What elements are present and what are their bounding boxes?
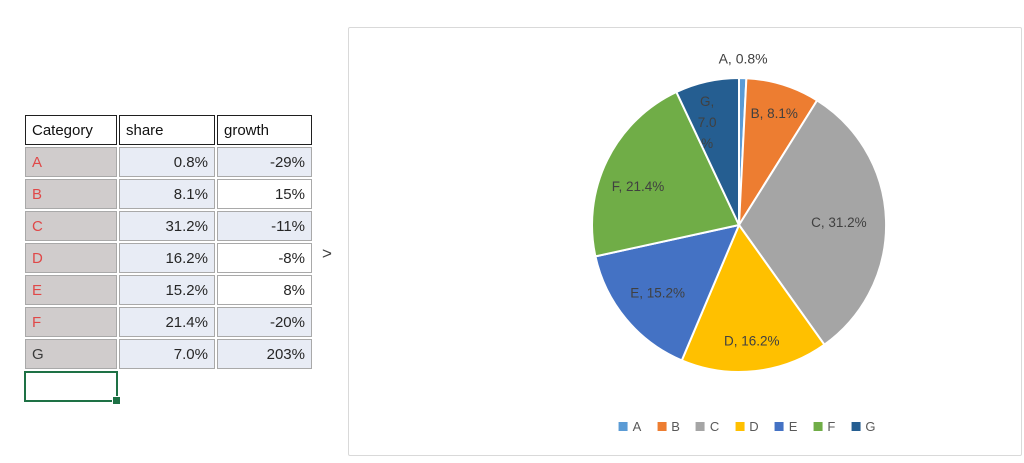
growth-cell[interactable]: -29% [217, 147, 312, 177]
legend-swatch-icon [695, 422, 705, 431]
data-table: Category share growth A 0.8% -29% B 8.1% 15% C… [23, 113, 314, 371]
header-growth[interactable]: growth [217, 115, 312, 145]
pie-slice-E[interactable] [594, 224, 740, 362]
category-cell[interactable]: A [25, 147, 117, 177]
legend-swatch-icon [618, 422, 628, 431]
fill-handle[interactable] [112, 396, 121, 405]
table-row: F 21.4% -20% [25, 307, 312, 337]
share-cell[interactable]: 31.2% [119, 211, 215, 241]
legend-label: E [788, 419, 798, 434]
growth-cell[interactable]: 8% [217, 275, 312, 305]
category-cell[interactable]: F [25, 307, 117, 337]
category-cell[interactable]: D [25, 243, 117, 273]
table-row: A 0.8% -29% [25, 147, 312, 177]
legend-label: F [827, 419, 836, 434]
growth-cell[interactable]: 203% [217, 339, 312, 369]
table-header: Category share growth [25, 115, 312, 145]
growth-cell[interactable]: -11% [217, 211, 312, 241]
legend-item-G[interactable]: G [851, 419, 875, 434]
share-cell[interactable]: 8.1% [119, 179, 215, 209]
legend-item-B[interactable]: B [657, 419, 680, 434]
legend-label: D [749, 419, 759, 434]
legend-swatch-icon [735, 422, 745, 431]
pie-chart: A, 0.8% B, 8.1% C, 31.2% D, 16.2% E, 15.2% F,… [591, 50, 888, 374]
share-cell[interactable]: 16.2% [119, 243, 215, 273]
category-cell[interactable]: G [25, 339, 117, 369]
table-row: B 8.1% 15% [25, 179, 312, 209]
legend-item-C[interactable]: C [695, 419, 720, 434]
table-row: E 15.2% 8% [25, 275, 312, 305]
header-share[interactable]: share [119, 115, 215, 145]
pie-slice-D[interactable] [680, 224, 826, 374]
table-header-row: Category share growth [25, 115, 312, 145]
table-row: G 7.0% 203% [25, 339, 312, 369]
table-row: C 31.2% -11% [25, 211, 312, 241]
category-cell[interactable]: E [25, 275, 117, 305]
category-cell[interactable]: C [25, 211, 117, 241]
growth-cell[interactable]: -20% [217, 307, 312, 337]
legend-item-E[interactable]: E [774, 419, 798, 434]
legend-item-A[interactable]: A [618, 419, 642, 434]
share-cell[interactable]: 21.4% [119, 307, 215, 337]
header-category[interactable]: Category [25, 115, 117, 145]
pie-slice-G[interactable] [675, 77, 740, 226]
legend-label: B [671, 419, 680, 434]
legend-swatch-icon [657, 422, 667, 431]
pie-slice-F[interactable] [591, 91, 740, 258]
legend-item-F[interactable]: F [813, 419, 835, 434]
table-row: D 16.2% -8% [25, 243, 312, 273]
growth-cell[interactable]: 15% [217, 179, 312, 209]
pie-slice-C[interactable] [738, 99, 888, 346]
pie-label-E: E, 15.2% [630, 286, 685, 301]
pie-label-F: F, 21.4% [612, 179, 665, 194]
pie-label-B: B, 8.1% [751, 106, 798, 121]
chart-legend: A B C D E F G [618, 419, 875, 434]
pie-chart-frame[interactable]: A, 0.8% B, 8.1% C, 31.2% D, 16.2% E, 15.2% F,… [348, 27, 1022, 456]
pie-label-C: C, 31.2% [811, 215, 867, 230]
pie-label-G: G, 7.0% [698, 94, 717, 151]
selected-cell[interactable] [24, 371, 121, 405]
legend-label: G [865, 419, 876, 434]
legend-label: C [709, 419, 720, 434]
share-cell[interactable]: 0.8% [119, 147, 215, 177]
share-cell[interactable]: 15.2% [119, 275, 215, 305]
greater-than-cell: > [322, 244, 332, 263]
pie-label-A: A, 0.8% [719, 50, 768, 66]
legend-item-D[interactable]: D [735, 419, 759, 434]
pie-label-D: D, 16.2% [724, 333, 780, 348]
share-cell[interactable]: 7.0% [119, 339, 215, 369]
legend-swatch-icon [851, 422, 861, 431]
growth-cell[interactable]: -8% [217, 243, 312, 273]
legend-label: A [632, 419, 642, 434]
category-cell[interactable]: B [25, 179, 117, 209]
legend-swatch-icon [813, 422, 823, 431]
table-body: A 0.8% -29% B 8.1% 15% C 31.2% -11% D 16.2% -8% E 15.… [25, 147, 312, 369]
legend-swatch-icon [774, 422, 784, 431]
